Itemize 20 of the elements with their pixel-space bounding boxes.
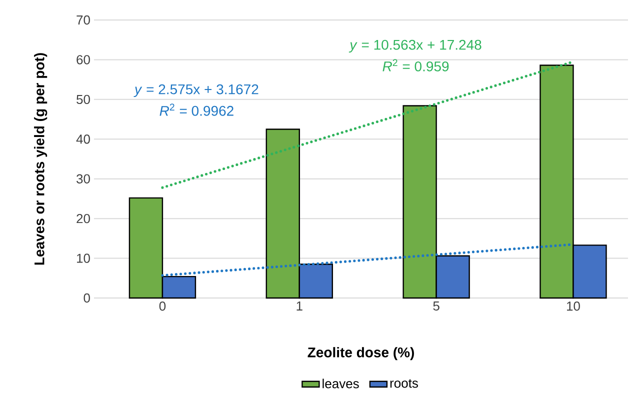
x-tick-label: 10 [566, 302, 580, 311]
annotation: y = 2.575x + 3.1672 [134, 84, 258, 98]
x-tick-label: 0 [159, 302, 166, 311]
annotation: R$^{2}$ = 0.9962 [160, 104, 234, 116]
y-tick-label: 20 [76, 214, 90, 224]
y-tick-label: 50 [76, 94, 90, 104]
x-tick-label: 5 [433, 302, 440, 311]
x-axis-title: Zeolite dose (%) [308, 347, 414, 360]
y-tick-label: 30 [76, 174, 90, 184]
y-tick-label: 10 [77, 254, 90, 263]
y-axis-title: Leaves or roots yield (g per pot) [34, 53, 48, 265]
legend-label: roots [390, 379, 418, 388]
annotation: R$^{2}$ = 0.959 [382, 59, 449, 72]
y-tick-label: 0 [84, 293, 90, 303]
legend-label: leaves [322, 378, 359, 388]
y-tick-label: 70 [76, 15, 90, 25]
y-tick-label: 40 [76, 134, 90, 144]
annotation: y = 10.563x + 17.248 [348, 40, 482, 53]
x-tick-label: 1 [296, 302, 302, 310]
y-tick-label: 60 [76, 55, 90, 64]
